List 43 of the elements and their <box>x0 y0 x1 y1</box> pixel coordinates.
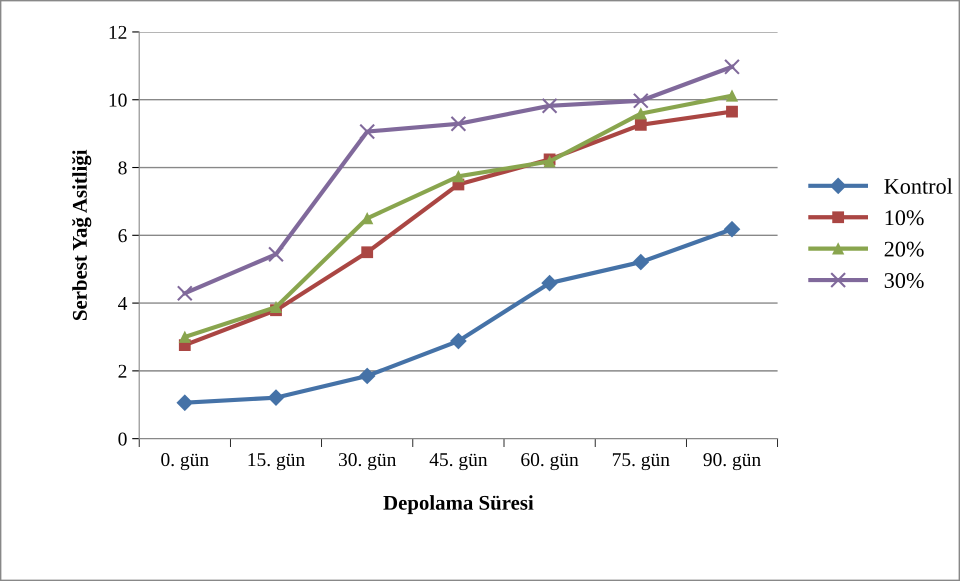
point <box>361 246 374 258</box>
point <box>634 108 647 120</box>
x-axis-title: Depolama Süresi <box>383 495 534 514</box>
legend-label: 30% <box>884 273 924 288</box>
point <box>268 389 284 406</box>
point <box>726 106 738 118</box>
point <box>450 116 466 132</box>
x-tick-label: 45. gün <box>430 453 488 470</box>
y-tick-label: 12 <box>110 26 126 39</box>
point <box>541 274 558 292</box>
legend-label: 20% <box>884 242 924 257</box>
y-tick-label: 8 <box>118 161 127 174</box>
point <box>450 332 467 350</box>
point <box>542 98 558 114</box>
x-tick-label: 15. gün <box>248 453 305 470</box>
y-tick-label: 4 <box>118 297 128 310</box>
x-tick-label: 30. gün <box>338 453 396 470</box>
point <box>176 394 194 411</box>
point <box>358 368 376 384</box>
x-tick-label: 75. gün <box>612 453 670 470</box>
legend-label: Kontrol <box>884 178 952 194</box>
point <box>359 124 376 140</box>
legend-label: 10% <box>886 210 924 226</box>
point <box>178 331 191 343</box>
x-tick-label: 0. gün <box>161 453 209 470</box>
point <box>176 285 193 302</box>
point <box>452 170 464 182</box>
point <box>634 118 647 131</box>
y-tick-label: 10 <box>110 94 127 107</box>
y-tick-label: 6 <box>118 229 127 242</box>
point <box>544 156 556 168</box>
point <box>632 92 649 109</box>
point <box>268 246 284 262</box>
point <box>270 301 282 314</box>
x-tick-label: 90. gün <box>703 453 761 470</box>
point <box>724 220 740 238</box>
point <box>632 254 650 270</box>
point <box>726 90 738 102</box>
y-tick-label: 0 <box>118 432 127 446</box>
point <box>724 58 740 75</box>
x-tick-label: 60. gün <box>521 453 578 470</box>
y-tick-label: 2 <box>118 364 126 378</box>
y-axis-title: Serbest Yağ Asitliği <box>72 150 92 320</box>
